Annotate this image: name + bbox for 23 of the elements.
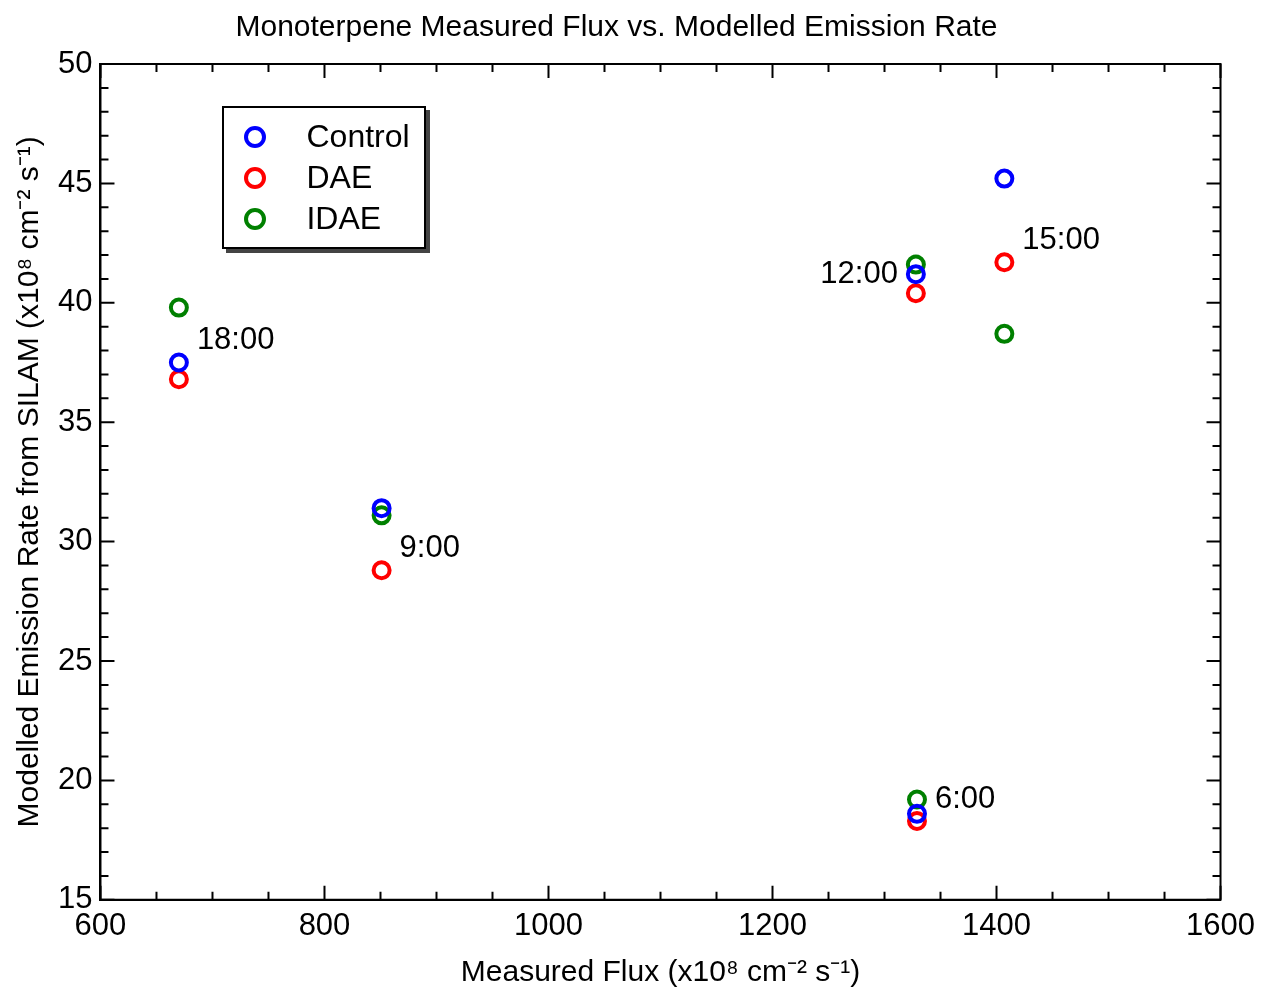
annotation: 15:00 [1022, 220, 1100, 256]
y-tick-label: 25 [58, 641, 93, 677]
legend-label: DAE [306, 159, 373, 196]
x-tick-label: 800 [298, 906, 351, 942]
y-tick-label: 20 [58, 760, 93, 796]
x-tick-label: 1400 [962, 906, 1031, 942]
y-tick-label: 35 [58, 402, 93, 438]
x-tick-label: 1200 [738, 906, 807, 942]
y-axis-title: Modelled Emission Rate from SILAM (x10⁸ cm⁻² s⁻¹) [11, 136, 45, 828]
x-tick-label: 1600 [1186, 906, 1255, 942]
legend-label: Control [306, 118, 410, 155]
annotation: 12:00 [820, 254, 898, 290]
y-tick-label: 30 [58, 522, 93, 558]
y-tick-label: 45 [58, 163, 93, 199]
y-tick-label: 40 [58, 283, 93, 319]
x-tick-label: 1000 [514, 906, 583, 942]
legend-label: IDAE [306, 200, 382, 237]
chart-title: Monoterpene Measured Flux vs. Modelled Emission Rate [235, 9, 998, 43]
annotation: 9:00 [399, 528, 460, 564]
annotation: 6:00 [934, 779, 996, 815]
annotation: 18:00 [196, 321, 275, 357]
y-tick-label: 50 [58, 44, 93, 80]
x-axis-title: Measured Flux (x10⁸ cm⁻² s⁻¹) [460, 954, 861, 988]
